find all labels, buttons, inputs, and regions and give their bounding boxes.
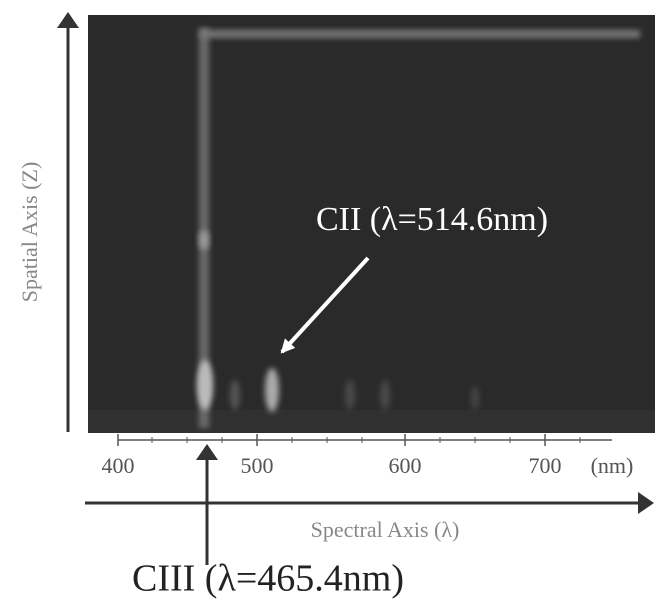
scale-tick-label: 600	[389, 453, 422, 478]
unit-label: (nm)	[591, 453, 634, 478]
spatial-axis-label: Spatial Axis (Z)	[17, 162, 42, 303]
cii-annotation: CII (λ=514.6nm)	[316, 201, 548, 238]
scale-tick-label: 700	[529, 453, 562, 478]
spectral-axis-label: Spectral Axis (λ)	[311, 517, 460, 542]
scale-tick-label: 500	[241, 453, 274, 478]
page: {"image": {"annotation_strong": "CII (λ=…	[0, 0, 665, 606]
ciii-annotation: CIII (λ=465.4nm)	[132, 558, 404, 600]
figure: CII (λ=514.6nm) Spatial Axis (Z) 400 500 6…	[0, 0, 665, 606]
scale-tick-label: 400	[102, 453, 135, 478]
spectrum-image: CII (λ=514.6nm)	[88, 15, 655, 433]
